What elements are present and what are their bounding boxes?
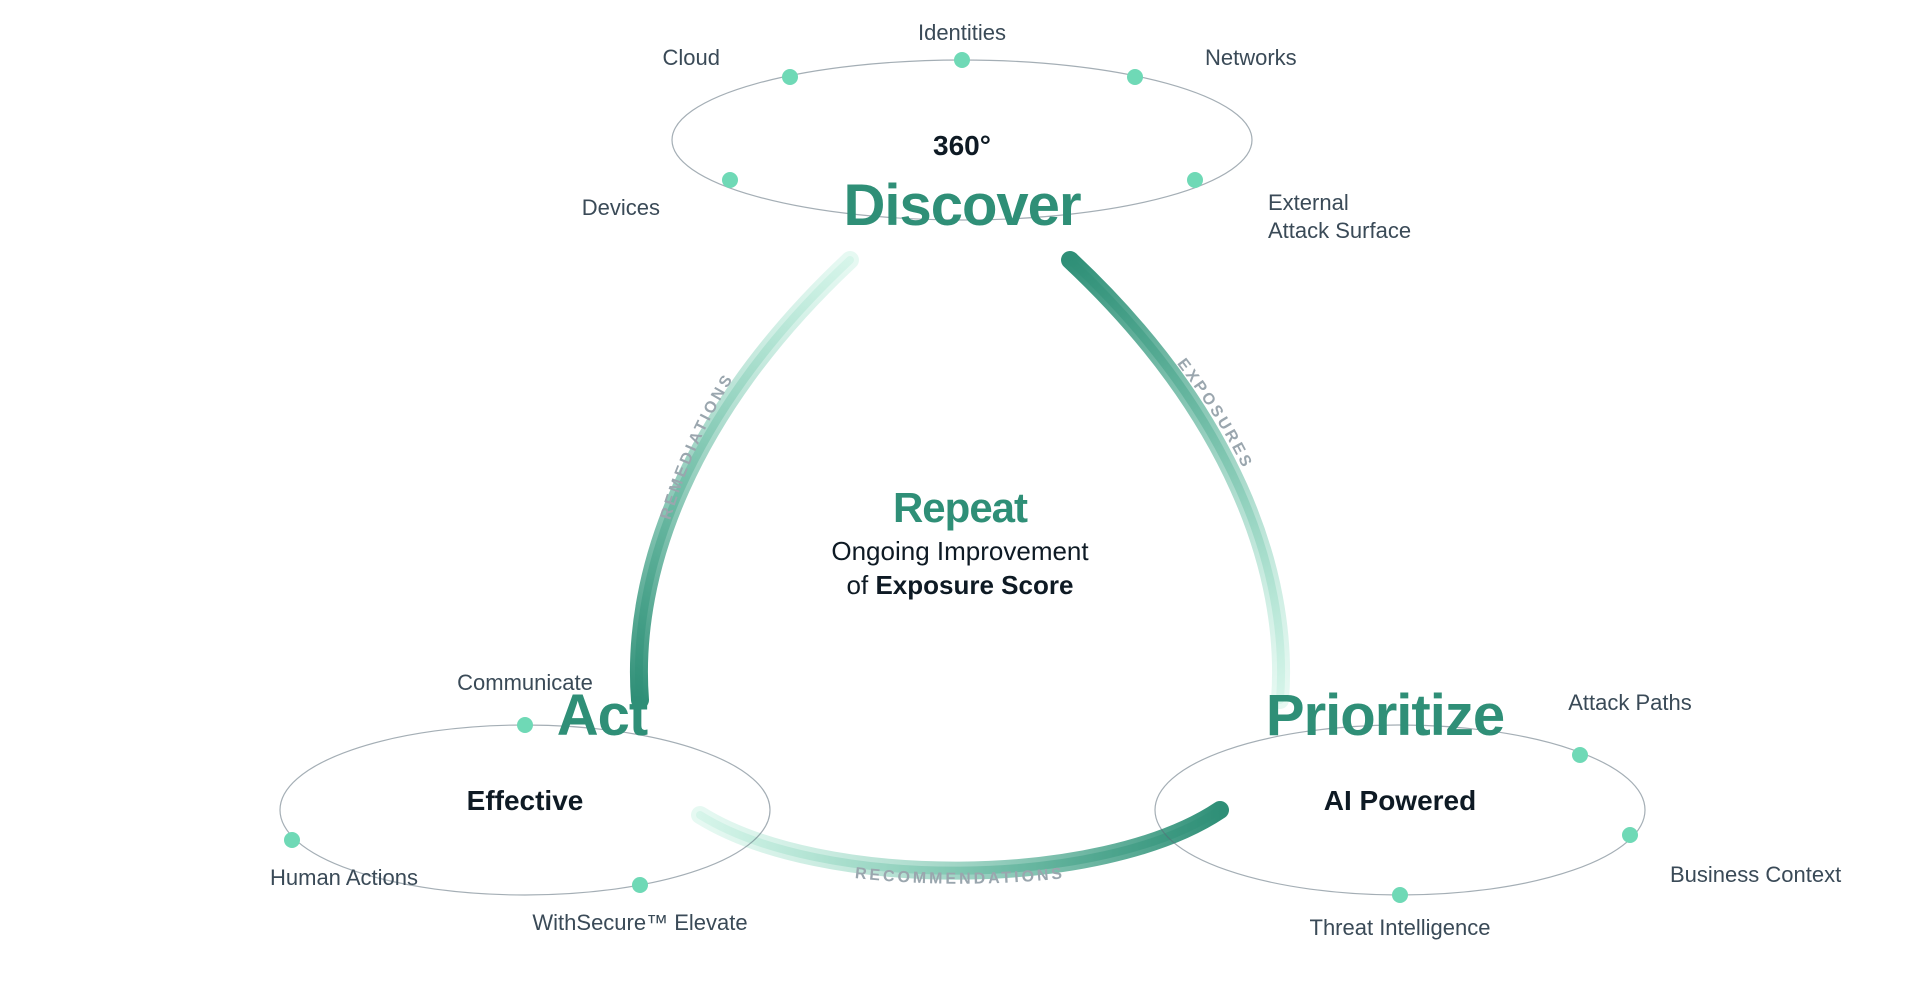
orbit-label2-discover-4: Attack Surface	[1268, 218, 1411, 243]
orbit-dot-discover-2	[1127, 69, 1143, 85]
center-title: Repeat	[893, 484, 1028, 531]
orbit-dot-prioritize-1	[1622, 827, 1638, 843]
orbit-dot-discover-1	[954, 52, 970, 68]
cycle-diagram: EXPOSURES RECOMMENDATIONS REMEDIATIONS Clo…	[0, 0, 1920, 992]
orbit-dot-prioritize-2	[1392, 887, 1408, 903]
node-title-discover: Discover	[843, 173, 1080, 238]
orbit-label-discover-4: External	[1268, 190, 1349, 215]
node-sub-discover: 360°	[933, 130, 991, 161]
orbit-label-act-2: WithSecure™ Elevate	[532, 910, 747, 935]
node-sub-act: Effective	[467, 785, 584, 816]
orbit-label-discover-1: Identities	[918, 20, 1006, 45]
orbit-label-act-1: Human Actions	[270, 865, 418, 890]
orbit-label-discover-3: Devices	[582, 195, 660, 220]
node-sub-prioritize: AI Powered	[1324, 785, 1476, 816]
orbit-dot-discover-3	[722, 172, 738, 188]
edge-exposures: EXPOSURES	[1070, 260, 1281, 700]
orbit-label-prioritize-2: Threat Intelligence	[1310, 915, 1491, 940]
edge-label-remediations: REMEDIATIONS	[658, 370, 738, 521]
center-line2: of Exposure Score	[847, 570, 1074, 600]
orbit-dot-discover-4	[1187, 172, 1203, 188]
edge-remediations: REMEDIATIONS	[639, 260, 850, 700]
node-prioritize: Attack Paths Business Context Threat Intel…	[1155, 683, 1841, 940]
orbit-dot-act-1	[284, 832, 300, 848]
center-line1: Ongoing Improvement	[831, 536, 1089, 566]
orbit-label-prioritize-1: Business Context	[1670, 862, 1841, 887]
orbit-label-prioritize-0: Attack Paths	[1568, 690, 1692, 715]
orbit-label-discover-0: Cloud	[663, 45, 720, 70]
node-title-act: Act	[557, 683, 648, 748]
orbit-dot-prioritize-0	[1572, 747, 1588, 763]
orbit-dot-act-2	[632, 877, 648, 893]
node-discover: Cloud Identities Networks Devices External At…	[582, 20, 1411, 243]
orbit-dot-act-0	[517, 717, 533, 733]
edge-recommendations: RECOMMENDATIONS	[700, 810, 1220, 888]
node-act: CommunicateHuman ActionsWithSecure™ Elev…	[270, 670, 770, 935]
orbit-label-discover-2: Networks	[1205, 45, 1297, 70]
node-title-prioritize: Prioritize	[1266, 683, 1504, 748]
orbit-dot-discover-0	[782, 69, 798, 85]
